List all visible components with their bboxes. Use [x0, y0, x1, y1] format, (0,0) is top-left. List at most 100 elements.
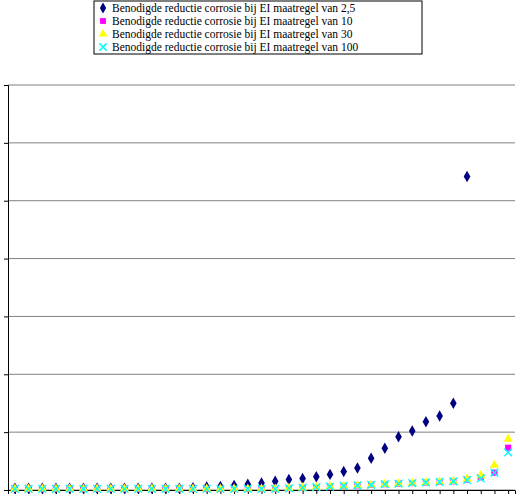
marker — [436, 478, 444, 486]
y-tick-mark — [4, 259, 8, 260]
marker — [121, 485, 129, 493]
grid-line — [8, 85, 515, 86]
x-tick-mark — [371, 490, 372, 494]
marker — [175, 485, 183, 493]
marker — [38, 485, 46, 493]
marker — [463, 476, 471, 484]
series — [12, 445, 511, 492]
x-tick-mark — [453, 490, 454, 494]
x-tick — [440, 490, 441, 494]
x-tick — [330, 490, 331, 494]
marker — [258, 485, 266, 493]
x-tick — [357, 490, 358, 494]
marker — [491, 470, 497, 476]
x-tick-mark — [440, 490, 441, 494]
y-tick-mark — [4, 316, 8, 317]
legend: Benodigde reductie corrosie bij EI maatr… — [94, 1, 422, 54]
y-tick — [4, 374, 8, 375]
marker — [340, 482, 348, 490]
marker — [436, 410, 443, 421]
legend-marker — [100, 18, 106, 24]
legend-marker — [99, 29, 108, 37]
marker — [66, 485, 74, 493]
y-tick — [4, 316, 8, 317]
marker — [313, 471, 320, 482]
x-tick — [316, 490, 317, 494]
chart: Benodigde reductie corrosie bij EI maatr… — [0, 0, 520, 498]
marker — [354, 462, 361, 473]
y-axis-line — [4, 86, 9, 491]
legend-marker — [99, 43, 106, 50]
x-tick — [481, 490, 482, 494]
y-tick-mark — [4, 374, 8, 375]
series — [10, 434, 513, 492]
marker — [504, 449, 512, 457]
x-tick-mark — [481, 490, 482, 494]
legend-box — [94, 1, 422, 54]
marker — [299, 484, 307, 492]
marker — [477, 475, 485, 483]
y-tick-mark — [4, 490, 8, 491]
y-tick — [4, 259, 8, 260]
x-tick — [426, 490, 427, 494]
marker — [230, 485, 238, 493]
marker — [312, 483, 320, 491]
marker — [340, 466, 347, 477]
grid-line — [8, 316, 515, 317]
marker — [368, 452, 375, 463]
marker — [381, 480, 389, 488]
marker — [503, 434, 512, 442]
x-tick — [412, 490, 413, 494]
x-tick-mark — [344, 490, 345, 494]
marker — [395, 480, 403, 488]
x-tick — [344, 490, 345, 494]
x-tick-mark — [330, 490, 331, 494]
marker — [491, 469, 499, 477]
x-tick-mark — [494, 490, 495, 494]
series — [11, 449, 512, 493]
marker — [107, 485, 115, 493]
grid-line — [8, 200, 515, 201]
legend-marker — [100, 3, 106, 14]
x-tick-mark — [316, 490, 317, 494]
y-tick-mark — [4, 201, 8, 202]
y-tick — [4, 432, 8, 433]
marker — [11, 485, 19, 493]
marker — [203, 485, 211, 493]
marker — [217, 485, 225, 493]
marker — [327, 469, 334, 480]
x-tick-mark — [357, 490, 358, 494]
x-tick-mark — [426, 490, 427, 494]
series — [12, 171, 471, 494]
grid — [8, 85, 515, 490]
marker — [93, 485, 101, 493]
y-tick — [4, 85, 8, 86]
x-tick-mark — [385, 490, 386, 494]
marker — [450, 397, 457, 408]
x-tick-mark — [399, 490, 400, 494]
legend-label: Benodigde reductie corrosie bij EI maatr… — [112, 15, 353, 28]
x-tick — [494, 490, 495, 494]
marker — [285, 484, 293, 492]
marker — [423, 416, 430, 427]
y-tick-mark — [4, 143, 8, 144]
marker — [271, 485, 279, 493]
marker — [244, 485, 252, 493]
marker — [490, 460, 499, 468]
marker — [80, 485, 88, 493]
marker — [422, 479, 430, 487]
marker — [148, 485, 156, 493]
marker — [408, 479, 416, 487]
x-tick-mark — [412, 490, 413, 494]
y-tick — [4, 201, 8, 202]
marks — [10, 171, 513, 494]
y-axis — [4, 86, 9, 491]
marker — [189, 485, 197, 493]
x-tick — [399, 490, 400, 494]
x-tick — [467, 490, 468, 494]
marker — [326, 483, 334, 491]
grid-line — [8, 258, 515, 259]
marker — [367, 481, 375, 489]
marker — [409, 425, 416, 436]
x-tick-mark — [508, 490, 509, 494]
